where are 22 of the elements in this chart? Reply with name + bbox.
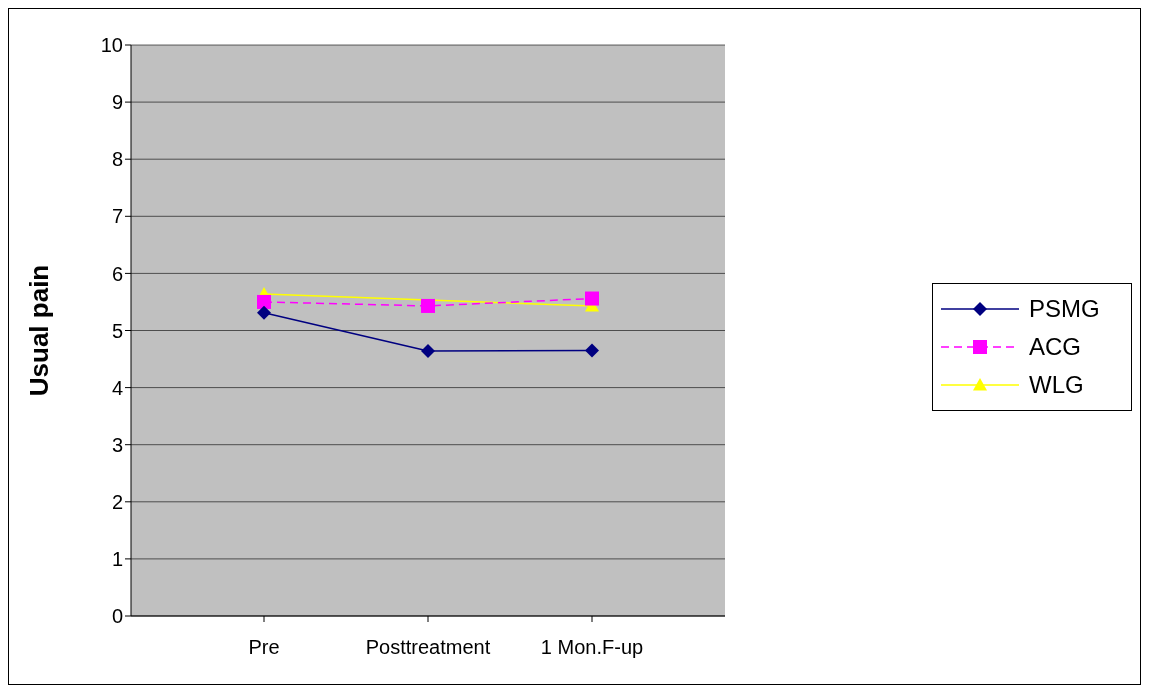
y-tick-label: 3 <box>111 433 123 456</box>
legend-label: WLG <box>1029 370 1084 399</box>
y-tick-label: 10 <box>100 34 123 57</box>
y-tick-label: 2 <box>111 490 123 513</box>
x-tick-label: 1 Mon.F-up <box>540 636 644 659</box>
legend-label: ACG <box>1029 332 1082 361</box>
y-tick-label: 0 <box>111 605 123 628</box>
point <box>257 305 271 320</box>
y-tick-label: 4 <box>111 376 123 399</box>
x-tick-label: Posttreatment <box>365 636 491 659</box>
y-tick-label: 8 <box>111 148 123 171</box>
point <box>421 344 435 359</box>
y-tick-label: 5 <box>111 319 123 342</box>
y-tick-label: 1 <box>111 548 123 570</box>
x-tick-label: Pre <box>248 636 280 659</box>
y-tick-label: 6 <box>111 262 123 285</box>
point <box>585 343 599 358</box>
y-axis-title: Usual pain <box>24 264 55 397</box>
y-tick-label: 7 <box>111 205 123 228</box>
y-tick-label: 9 <box>111 91 123 114</box>
point <box>421 298 435 313</box>
legend-label: PSMG <box>1029 294 1100 323</box>
